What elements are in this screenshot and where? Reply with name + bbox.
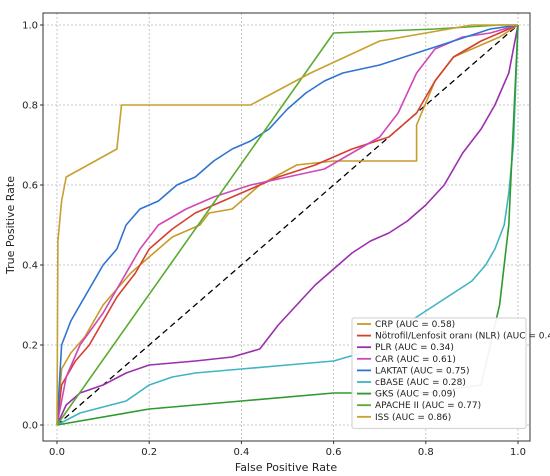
legend-label-1: Nötrofil/Lenfosit oranı (NLR) (AUC = 0.4… [375,332,550,342]
y-tick-label-1: 0.2 [22,341,38,352]
y-tick-label-0: 0.0 [22,421,38,432]
x-tick-label-4: 0.8 [418,447,434,458]
series-line-4 [56,24,519,426]
x-tick-label-3: 0.6 [326,447,342,458]
x-axis-label: False Positive Rate [235,461,337,474]
series-line-1 [56,24,519,426]
diagonal-reference-line [56,24,519,426]
plot-frame [42,12,531,442]
legend-label-5: cBASE (AUC = 0.28) [375,378,466,388]
legend-label-7: APACHE II (AUC = 0.77) [375,401,481,411]
x-tick-label-5: 1.0 [510,447,526,458]
legend-box [351,317,527,429]
y-tick-label-4: 0.8 [22,101,38,112]
legend: CRP (AUC = 0.58) Nötrofil/Lenfosit oranı … [351,317,550,429]
tick-labels: 0.0 0.2 0.4 0.6 0.8 1.0 0.0 0.2 0.4 0.6 0.8 1.0 [22,21,526,459]
legend-label-8: ISS (AUC = 0.86) [375,413,451,423]
y-tick-label-5: 1.0 [22,21,38,32]
series-line-8 [56,24,518,426]
y-tick-label-3: 0.6 [22,181,38,192]
y-tick-label-2: 0.4 [22,261,38,272]
x-tick-label-2: 0.4 [233,447,249,458]
legend-label-2: PLR (AUC = 0.34) [375,343,454,353]
legend-label-6: GKS (AUC = 0.09) [375,390,456,400]
legend-label-0: CRP (AUC = 0.58) [375,320,455,330]
series-line-3 [56,24,519,426]
series-line-2 [56,24,519,426]
x-tick-label-1: 0.2 [141,447,157,458]
x-tick-label-0: 0.0 [49,447,65,458]
y-axis-label: True Positive Rate [4,176,17,275]
legend-label-3: CAR (AUC = 0.61) [375,355,456,365]
legend-label-4: LAKTAT (AUC = 0.75) [375,366,470,376]
